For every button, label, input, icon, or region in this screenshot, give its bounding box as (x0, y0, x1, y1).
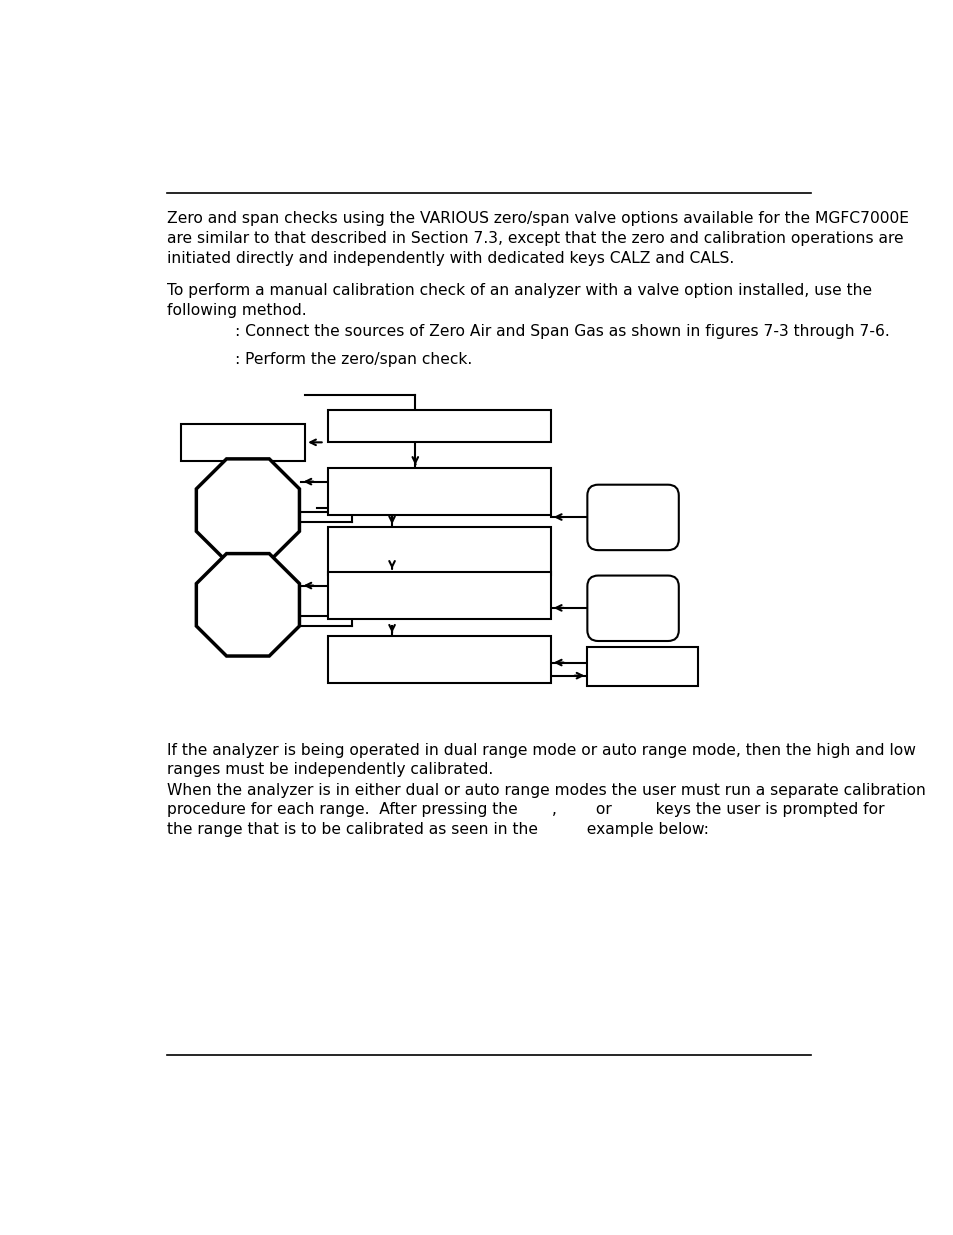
Polygon shape (196, 553, 299, 656)
FancyBboxPatch shape (587, 484, 679, 550)
Bar (181, 424, 305, 461)
Bar (328, 410, 550, 442)
Text: : Perform the zero/span check.: : Perform the zero/span check. (235, 352, 473, 367)
Text: When the analyzer is in either dual or auto range modes the user must run a sepa: When the analyzer is in either dual or a… (167, 783, 925, 837)
Bar (328, 527, 550, 574)
Polygon shape (196, 459, 299, 562)
Bar (328, 636, 550, 683)
FancyBboxPatch shape (587, 576, 679, 641)
Text: To perform a manual calibration check of an analyzer with a valve option install: To perform a manual calibration check of… (167, 283, 871, 317)
Bar (587, 647, 698, 685)
Bar (328, 468, 550, 515)
Text: If the analyzer is being operated in dual range mode or auto range mode, then th: If the analyzer is being operated in dua… (167, 742, 915, 778)
Text: : Connect the sources of Zero Air and Span Gas as shown in figures 7-3 through 7: : Connect the sources of Zero Air and Sp… (235, 324, 889, 338)
Bar (328, 572, 550, 620)
Text: Zero and span checks using the VARIOUS zero/span valve options available for the: Zero and span checks using the VARIOUS z… (167, 211, 908, 266)
